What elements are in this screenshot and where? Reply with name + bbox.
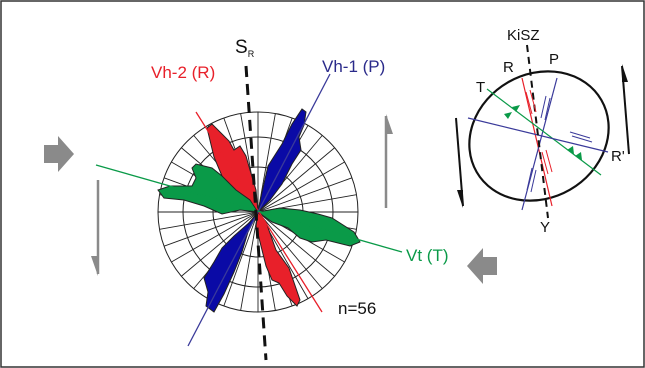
n-count-label: n=56 bbox=[338, 299, 376, 318]
inset-p-shear-marks bbox=[526, 95, 593, 193]
shear-arrow-right-head bbox=[386, 114, 393, 134]
vt-axis-line bbox=[95, 164, 403, 253]
petal-vh1-ne bbox=[257, 108, 307, 214]
inset-kisz-label: KiSZ bbox=[507, 27, 540, 44]
inset-rprime-label: R' bbox=[611, 148, 625, 165]
inset-t-label: T bbox=[476, 79, 485, 96]
petal-vt-e bbox=[256, 207, 361, 247]
inset-t-line bbox=[486, 88, 602, 176]
rose-diagram bbox=[95, 65, 403, 361]
sr-dashed-axis bbox=[244, 65, 268, 361]
compression-arrow-left bbox=[44, 136, 74, 172]
vh2-label: Vh-2 (R) bbox=[151, 63, 215, 82]
inset-p-label: P bbox=[549, 51, 559, 68]
strain-ellipse-inset bbox=[455, 44, 630, 219]
compression-arrow-right bbox=[467, 248, 497, 284]
petal-vt-w bbox=[157, 163, 260, 215]
inset-y-label: Y bbox=[540, 219, 550, 236]
vh1-label: Vh-1 (P) bbox=[322, 57, 385, 76]
inset-t-arrows bbox=[504, 105, 582, 160]
inset-kisz-dashed-line bbox=[526, 44, 549, 219]
inset-shear-arrow-right-head bbox=[622, 64, 628, 82]
strain-ellipse bbox=[468, 70, 610, 202]
sr-label: SR bbox=[235, 37, 255, 59]
vh1-axis-line bbox=[187, 73, 331, 347]
inset-r-shear-marks bbox=[525, 89, 553, 175]
petal-vh2-se bbox=[255, 210, 301, 307]
inset-r-line bbox=[521, 77, 553, 207]
inset-r-label: R bbox=[503, 59, 514, 76]
shear-arrow-left-head bbox=[91, 256, 98, 276]
vt-label: Vt (T) bbox=[406, 246, 449, 265]
inset-shear-arrow-left-head bbox=[457, 190, 463, 208]
